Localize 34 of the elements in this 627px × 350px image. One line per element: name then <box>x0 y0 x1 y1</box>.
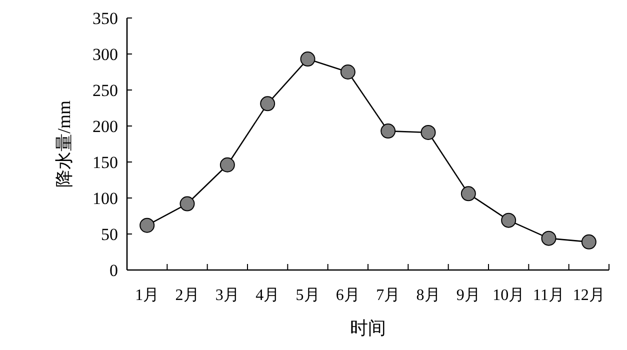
point <box>220 157 235 172</box>
y-tick-label: 50 <box>101 225 118 244</box>
x-tick-label: 3月 <box>215 287 240 304</box>
y-tick-label: 200 <box>92 117 118 136</box>
x-tick-label: 12月 <box>572 287 605 304</box>
y-tick-label: 350 <box>92 9 118 28</box>
point <box>460 186 476 202</box>
point <box>260 96 276 112</box>
point <box>340 64 356 80</box>
y-tick-label: 250 <box>92 81 118 100</box>
point <box>581 234 596 250</box>
point <box>300 52 316 67</box>
x-tick-label: 6月 <box>336 287 360 304</box>
y-tick-label: 100 <box>92 189 118 208</box>
x-tick-label: 5月 <box>296 287 320 304</box>
point <box>501 212 516 228</box>
x-tick-label: 11月 <box>533 287 564 304</box>
y-axis-title: 降水量/mm <box>54 100 74 188</box>
y-tick-label: 0 <box>110 261 118 280</box>
x-tick-label: 2月 <box>175 287 200 304</box>
point <box>140 218 155 233</box>
x-axis-title: 时间 <box>350 318 386 338</box>
x-tick-label: 9月 <box>456 287 480 304</box>
x-tick-label: 1月 <box>135 287 160 304</box>
point <box>380 124 396 139</box>
x-tick-label: 7月 <box>376 287 400 304</box>
y-tick-label: 150 <box>92 153 118 172</box>
point <box>420 124 436 140</box>
x-tick-label: 4月 <box>256 287 280 304</box>
point <box>180 196 195 212</box>
y-tick-label: 300 <box>92 45 118 64</box>
point <box>541 230 556 246</box>
x-tick-label: 10月 <box>492 287 525 304</box>
x-tick-label: 8月 <box>416 287 440 304</box>
